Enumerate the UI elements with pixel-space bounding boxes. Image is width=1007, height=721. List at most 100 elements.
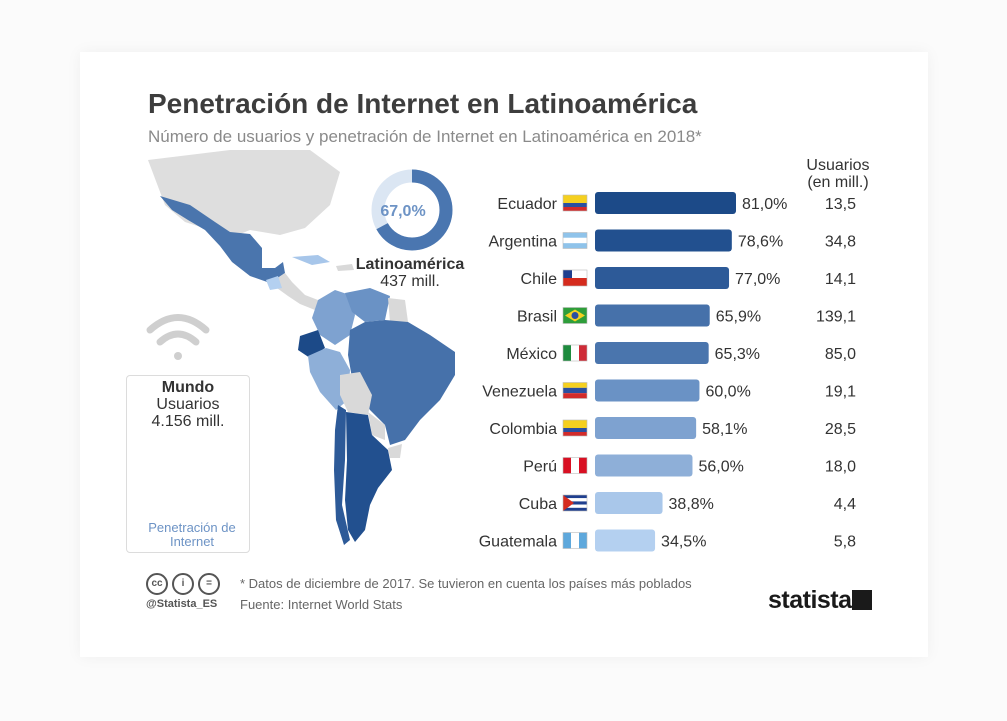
- flag-stripe: [563, 495, 587, 499]
- map-bolivia: [340, 372, 372, 415]
- map-paraguay: [368, 412, 385, 440]
- flag-border: [562, 457, 588, 474]
- latam-users: 437 mill.: [380, 273, 440, 290]
- flag-stripe: [563, 203, 587, 207]
- flag-stripe: [563, 232, 587, 238]
- users-value: 14,1: [825, 271, 856, 288]
- social-handle: @Statista_ES: [146, 598, 218, 610]
- source-note: Fuente: Internet World Stats: [240, 597, 403, 612]
- latam-label: Latinoamérica 437 mill.: [340, 256, 480, 290]
- users-value: 34,8: [825, 234, 856, 251]
- flag-border: [562, 532, 588, 549]
- value-label: 38,8%: [669, 496, 714, 513]
- flag-stripe: [571, 457, 579, 474]
- flag-stripe: [563, 457, 571, 474]
- world-label: Mundo Usuarios 4.156 mill.: [126, 379, 250, 430]
- flag-stripe: [563, 532, 571, 549]
- world-users-label: Usuarios: [156, 396, 220, 413]
- flag-icon: [562, 494, 588, 512]
- value-label: 58,1%: [702, 421, 747, 438]
- category-label: Perú: [523, 459, 557, 476]
- map-colombia: [312, 290, 355, 345]
- users-value: 139,1: [816, 309, 856, 326]
- flag-stripe: [563, 424, 587, 428]
- flag-stripe: [579, 532, 587, 549]
- value-label: 65,9%: [716, 309, 761, 326]
- chart-title: Penetración de Internet en Latinoamérica: [148, 88, 698, 119]
- flag-icon: [562, 344, 588, 362]
- map-guianas: [388, 298, 408, 322]
- footnote: * Datos de diciembre de 2017. Se tuviero…: [240, 576, 692, 591]
- flag-icon: [562, 419, 588, 437]
- flag-icon: [562, 269, 588, 287]
- category-label: Guatemala: [479, 534, 557, 551]
- map-chile: [334, 405, 350, 545]
- flag-icon: [562, 532, 588, 549]
- statista-logo: statista: [768, 586, 852, 614]
- users-value: 18,0: [825, 459, 856, 476]
- flag-stripe: [571, 532, 579, 549]
- flag-border: [562, 307, 588, 324]
- map-guatemala: [266, 276, 282, 290]
- flag-stripe: [563, 420, 587, 424]
- category-label: Argentina: [489, 234, 558, 251]
- map-mexico: [160, 196, 285, 283]
- category-label: Brasil: [517, 309, 557, 326]
- category-label: México: [506, 346, 557, 363]
- flag-border: [562, 382, 588, 399]
- flag-stripe: [579, 457, 587, 474]
- bar: [595, 492, 663, 514]
- users-value: 5,8: [834, 534, 856, 551]
- chart-subtitle: Número de usuarios y penetración de Inte…: [148, 127, 702, 146]
- bar: [595, 454, 693, 477]
- map-brazil: [348, 320, 455, 445]
- flag-stripe: [563, 432, 587, 436]
- flag-stripe: [563, 393, 587, 399]
- flag-border: [562, 232, 588, 249]
- bar: [595, 529, 656, 552]
- flag-stripe: [563, 501, 587, 505]
- category-label: Cuba: [519, 496, 557, 513]
- flag-stripe: [563, 498, 587, 502]
- bar: [595, 304, 710, 327]
- latam-donut-value: 67,0%: [380, 203, 425, 220]
- users-value: 19,1: [825, 384, 856, 401]
- users-value: 28,5: [825, 421, 856, 438]
- flag-stripe: [563, 382, 587, 388]
- flag-stripe: [563, 345, 571, 361]
- flag-border: [562, 494, 588, 512]
- flag-stripe: [563, 199, 587, 203]
- flag-stripe: [563, 507, 587, 511]
- value-label: 77,0%: [735, 271, 780, 288]
- value-label: 65,3%: [715, 346, 760, 363]
- map-argentina: [345, 412, 392, 542]
- flag-stripe: [563, 195, 587, 199]
- bar: [595, 417, 697, 439]
- bar: [595, 229, 732, 252]
- flag-icon: [562, 194, 588, 212]
- statista-logo-mark: [852, 590, 872, 610]
- flag-triangle: [563, 495, 574, 511]
- value-label: 60,0%: [705, 384, 750, 401]
- flag-globe: [571, 312, 579, 319]
- category-label: Colombia: [489, 421, 557, 438]
- flag-stripe: [563, 387, 587, 394]
- category-label: Chile: [521, 271, 558, 288]
- flag-icon: [562, 457, 588, 474]
- flag-icon: [562, 232, 588, 249]
- flag-border: [562, 344, 588, 362]
- category-label: Ecuador: [497, 196, 557, 213]
- attribution-icon: i: [172, 573, 194, 595]
- users-value: 4,4: [834, 496, 856, 513]
- value-label: 81,0%: [742, 196, 787, 213]
- users-value: 13,5: [825, 196, 856, 213]
- world-users: 4.156 mill.: [151, 413, 225, 430]
- no-derivatives-icon: =: [198, 573, 220, 595]
- flag-canton: [563, 270, 572, 278]
- flag-stripe: [563, 278, 587, 286]
- flag-icon: [562, 382, 588, 399]
- bar: [595, 342, 709, 364]
- users-value: 85,0: [825, 346, 856, 363]
